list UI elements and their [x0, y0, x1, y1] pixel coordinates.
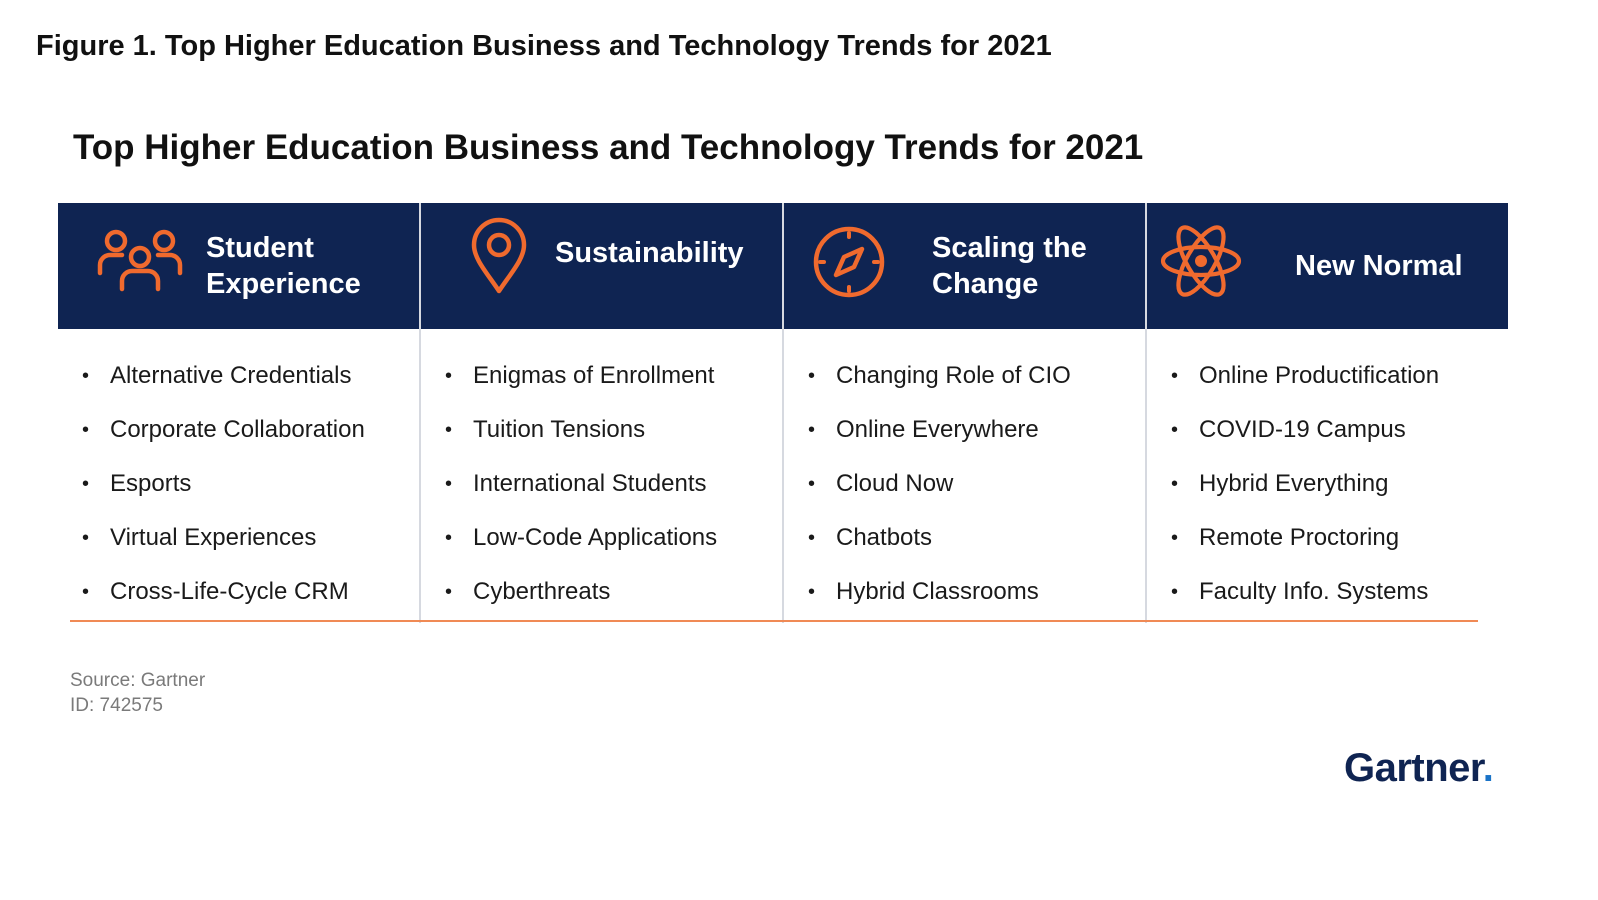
list-item: • Online Productification [1171, 362, 1440, 389]
list-item: • Hybrid Classrooms [808, 578, 1039, 605]
trend-list: • Enigmas of Enrollment • Tuition Tensions… [445, 349, 717, 619]
list-item: • Online Everywhere [808, 416, 1039, 443]
compass-icon [813, 226, 885, 298]
header-new-normal: New Normal [1147, 203, 1508, 329]
people-icon [97, 229, 183, 292]
panel-title: Top Higher Education Business and Techno… [73, 128, 1144, 167]
figure-caption: Figure 1. Top Higher Education Business … [36, 30, 1052, 62]
list-item: • Hybrid Everything [1171, 470, 1389, 497]
list-item: • Chatbots [808, 524, 933, 551]
list-item: • International Students [445, 470, 707, 497]
list-item: • Faculty Info. Systems [1171, 578, 1429, 605]
list-item: • Alternative Credentials [82, 362, 352, 389]
list-item: • Cross-Life-Cycle CRM [82, 578, 349, 605]
header-band: Student Experience Sustainability [58, 203, 1508, 329]
source-line: Source: Gartner [70, 670, 206, 691]
list-item: • Corporate Collaboration [82, 416, 365, 443]
trend-list: • Alternative Credentials • Corporate Coll… [82, 349, 365, 619]
trend-list: • Changing Role of CIO • Online Everywhere… [808, 349, 1071, 619]
list-item: • Low-Code Applications [445, 524, 718, 551]
header-label: Scaling the Change [932, 232, 1087, 300]
header-label: Student Experience [206, 232, 361, 300]
location-pin-icon [471, 217, 527, 294]
bottom-rule [70, 620, 1478, 622]
column-new-normal: • Online Productification • COVID-19 Campu… [1147, 329, 1508, 623]
header-label: New Normal [1295, 250, 1463, 282]
id-line: ID: 742575 [70, 695, 163, 716]
column-scaling-the-change: • Changing Role of CIO • Online Everywhere… [784, 329, 1147, 623]
list-item: • Cloud Now [808, 470, 954, 497]
trend-list: • Online Productification • COVID-19 Campu… [1171, 349, 1439, 619]
list-item: • Remote Proctoring [1171, 524, 1400, 551]
list-item: • Cyberthreats [445, 578, 611, 605]
list-item: • Enigmas of Enrollment [445, 362, 715, 389]
header-student-experience: Student Experience [58, 203, 421, 329]
list-item: • Changing Role of CIO [808, 362, 1071, 389]
atom-icon [1160, 225, 1242, 297]
list-item: • Tuition Tensions [445, 416, 646, 443]
list-item: • Virtual Experiences [82, 524, 317, 551]
list-item: • COVID-19 Campus [1171, 416, 1406, 443]
column-student-experience: • Alternative Credentials • Corporate Coll… [58, 329, 421, 623]
header-sustainability: Sustainability [421, 203, 784, 329]
source-note: Source: Gartner ID: 742575 [70, 668, 205, 718]
trend-columns: • Alternative Credentials • Corporate Coll… [58, 329, 1508, 623]
column-sustainability: • Enigmas of Enrollment • Tuition Tensions… [421, 329, 784, 623]
gartner-logo: Gartner. [1344, 746, 1494, 790]
list-item: • Esports [82, 470, 192, 497]
header-scaling-the-change: Scaling the Change [784, 203, 1147, 329]
header-label: Sustainability [555, 237, 744, 269]
